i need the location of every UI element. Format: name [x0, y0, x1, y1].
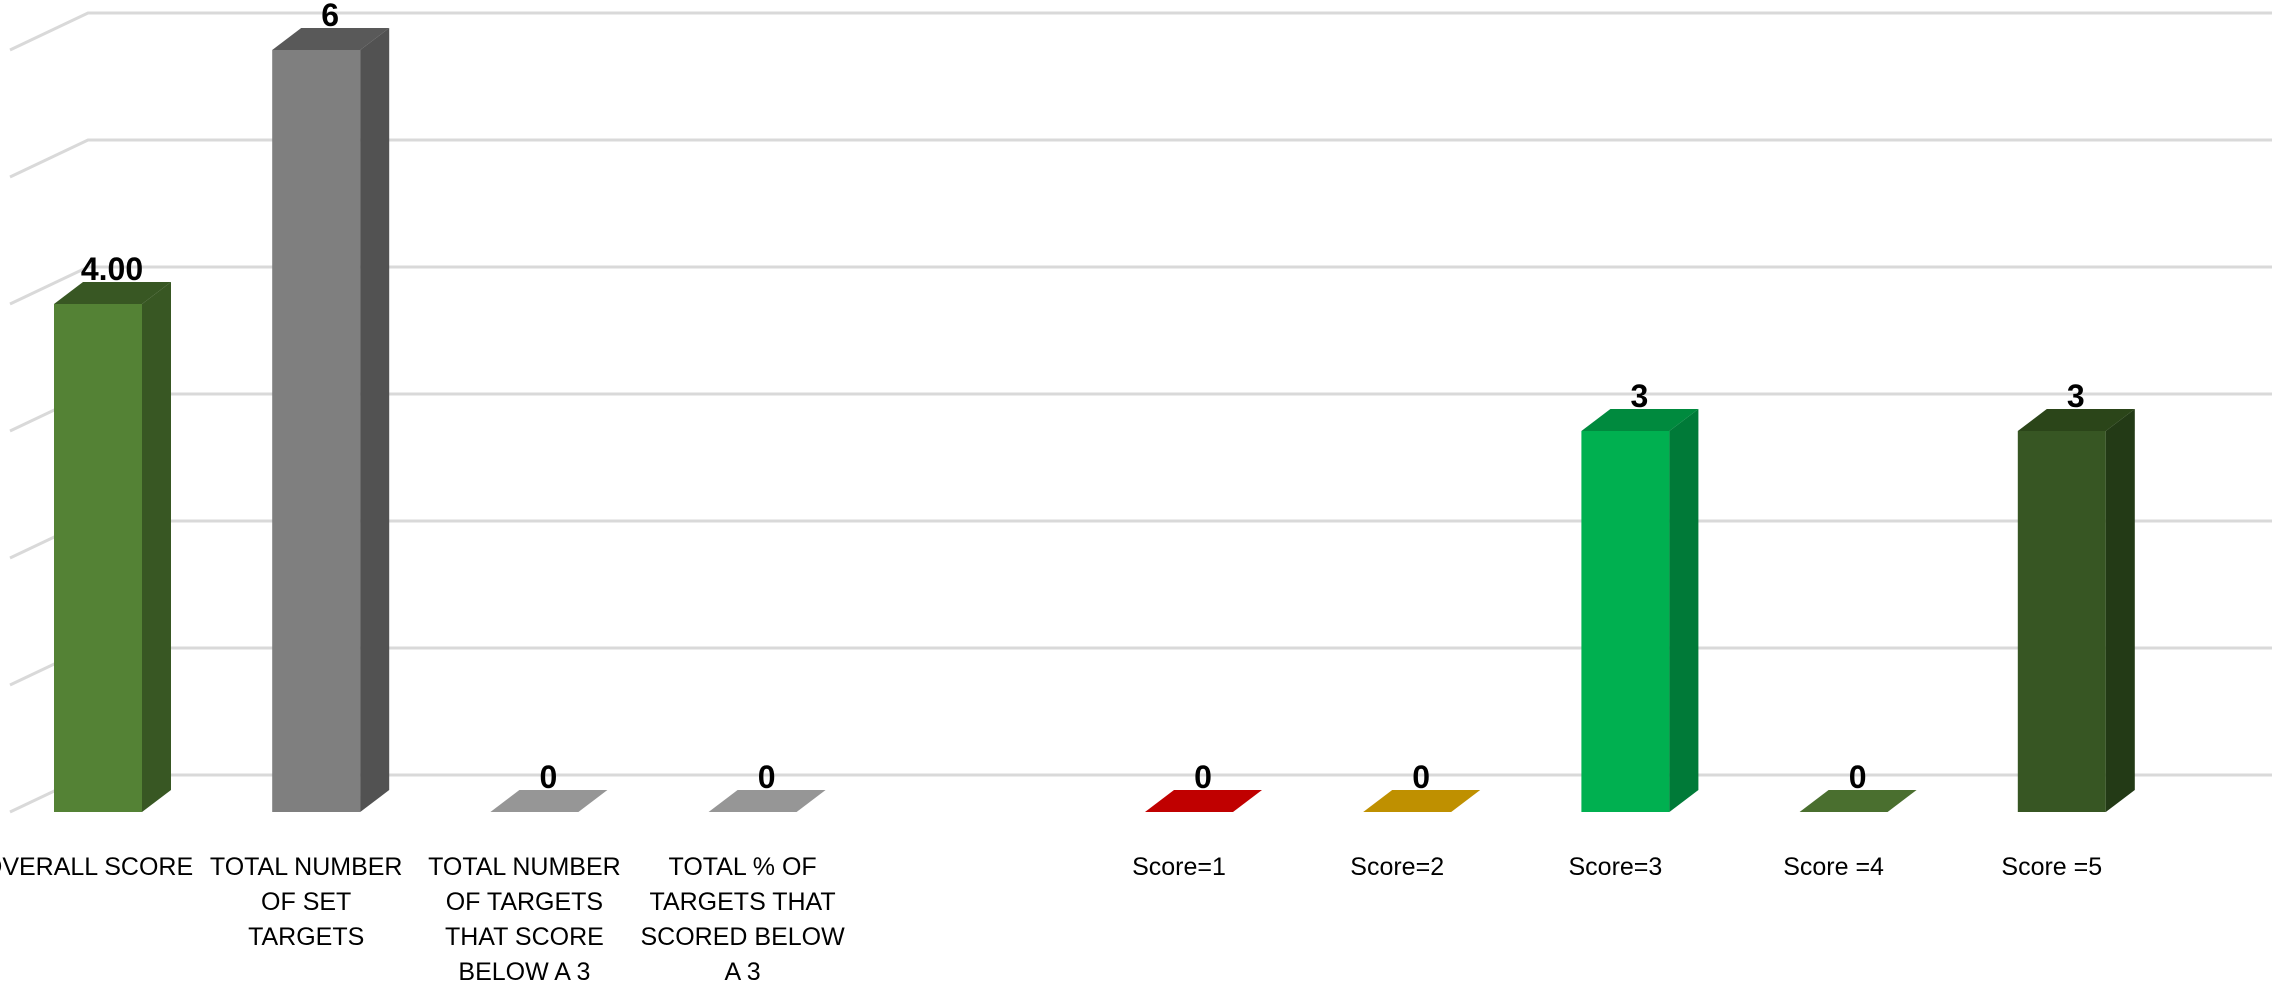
category-label: Score =4 [1783, 853, 1884, 881]
category-label-line: Score =5 [2001, 853, 2102, 881]
category-labels: OVERALL SCORE TOTAL NUMBER OF SET TARGETSTO… [0, 853, 2102, 986]
data-label: 0 [1194, 759, 1212, 795]
data-label: 4.00 [81, 251, 143, 287]
gridline [9, 11, 2272, 52]
bar-front [1581, 431, 1670, 812]
category-label: Score =5 [2001, 853, 2102, 881]
category-label-line: OF TARGETS [446, 888, 603, 916]
bar-side [2105, 409, 2135, 812]
category-label-line: SCORED BELOW [640, 923, 845, 951]
data-label: 3 [2067, 378, 2085, 414]
bar-side [142, 282, 171, 812]
bar-front [54, 304, 142, 812]
category-label-line: TOTAL NUMBER [210, 853, 403, 881]
category-label-line: THAT SCORE [445, 923, 604, 951]
data-label: 6 [321, 0, 339, 33]
data-label: 0 [1849, 759, 1867, 795]
category-label: TOTAL NUMBER OF SET TARGETS [210, 853, 403, 951]
data-label: 0 [758, 759, 776, 795]
category-label-line: A 3 [725, 958, 761, 986]
bar-top [490, 790, 608, 812]
bar-front [2017, 431, 2106, 812]
bar-top [1363, 790, 1481, 812]
category-label-line: BELOW A 3 [458, 958, 590, 986]
category-label-line: Score =4 [1783, 853, 1884, 881]
bar-front [272, 50, 361, 812]
data-label: 3 [1631, 378, 1649, 414]
gridline [9, 265, 2272, 306]
bar-top [272, 28, 390, 50]
data-label: 0 [1412, 759, 1430, 795]
bar-top [1581, 409, 1699, 431]
bar-top [1145, 790, 1262, 812]
category-label: Score=3 [1568, 853, 1662, 881]
bar-top [54, 282, 171, 304]
category-label-line: Score=3 [1568, 853, 1662, 881]
bar-top [708, 790, 826, 812]
category-label: TOTAL NUMBER OF TARGETS THAT SCORE BELOW A … [428, 853, 621, 986]
bar-side [360, 28, 390, 812]
gridline [9, 138, 2272, 179]
data-label: 0 [540, 759, 558, 795]
category-label-line: TOTAL % OF [669, 853, 817, 881]
category-label: OVERALL SCORE [0, 853, 193, 881]
category-label-line: OVERALL SCORE [0, 853, 193, 881]
category-label-line: Score=2 [1350, 853, 1444, 881]
bar-side [1669, 409, 1699, 812]
category-label-line: Score=1 [1132, 853, 1226, 881]
data-labels: 4.00 6 0 0 0 0 3 0 3 [81, 0, 2085, 795]
category-label-line: TOTAL NUMBER [428, 853, 621, 881]
category-label: TOTAL % OF TARGETS THAT SCORED BELOW A 3 [640, 853, 845, 986]
bars [54, 28, 2135, 812]
category-label: Score=2 [1350, 853, 1444, 881]
category-label: Score=1 [1132, 853, 1226, 881]
bar-top [1799, 790, 1917, 812]
bar-top [2017, 409, 2135, 431]
category-label-line: OF SET [261, 888, 351, 916]
category-label-line: TARGETS THAT [650, 888, 836, 916]
category-label-line: TARGETS [248, 923, 364, 951]
